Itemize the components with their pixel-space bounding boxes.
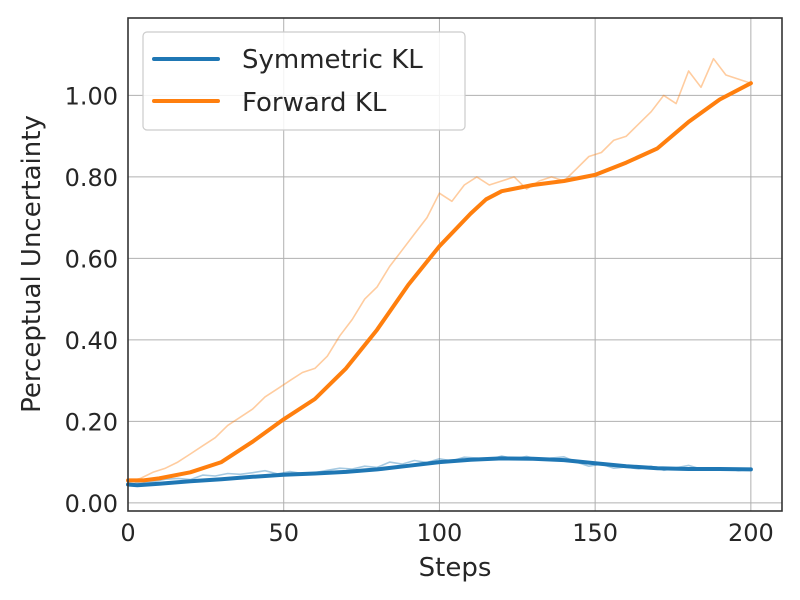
x-tick-label: 0 (120, 519, 135, 547)
x-tick-label: 150 (572, 519, 618, 547)
y-tick-label: 0.60 (65, 245, 118, 273)
x-tick-label: 200 (728, 519, 774, 547)
x-axis-label: Steps (419, 553, 492, 583)
legend-label-forward-kl: Forward KL (242, 88, 387, 118)
y-tick-label: 0.80 (65, 164, 118, 192)
y-axis-label: Perceptual Uncertainty (17, 115, 47, 413)
y-tick-label: 0.40 (65, 327, 118, 355)
series-raw-line-forward-kl (127, 57, 752, 483)
x-tick-label: 100 (417, 519, 463, 547)
plot-frame (127, 17, 783, 512)
y-tick-label: 0.00 (65, 490, 118, 518)
legend: Symmetric KL Forward KL (142, 31, 466, 131)
y-tick-label: 0.20 (65, 408, 118, 436)
ticks: 0 50 100 150 200 0.00 0.20 0.40 0.60 0.80 1.00 (65, 82, 774, 547)
series-smoothed-line-forward-kl (126, 81, 753, 483)
y-tick-label: 1.00 (65, 82, 118, 110)
series-smoothed-line-symmetric-kl (126, 456, 753, 488)
legend-label-symmetric-kl: Symmetric KL (242, 45, 423, 75)
legend-box (142, 31, 466, 131)
series-layer (126, 57, 753, 488)
x-tick-label: 50 (268, 519, 299, 547)
